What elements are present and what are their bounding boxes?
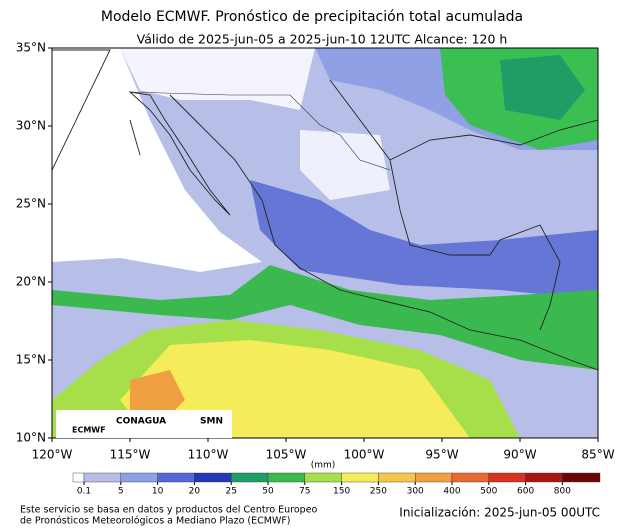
colorbar-label: 600 — [517, 487, 534, 497]
footer-line: de Pronósticos Meteorológicos a Mediano … — [20, 516, 291, 527]
logo-ecmwf: ECMWF — [72, 426, 106, 435]
baja-coast — [128, 91, 231, 216]
colorbar-label: 300 — [407, 487, 424, 497]
init-time: Inicialización: 2025-jun-05 00UTC — [399, 506, 600, 520]
dry-plateau — [300, 130, 390, 200]
map — [52, 48, 598, 438]
wet-central — [250, 180, 598, 300]
colorbar-swatch — [341, 472, 379, 483]
lon-tick-label: 90°W — [503, 448, 536, 462]
logo-box — [56, 410, 232, 438]
colorbar-swatch — [157, 472, 195, 483]
colorbar-label: 20 — [189, 487, 201, 497]
pacific-coast — [169, 94, 598, 371]
lat-tick-label: 10°N — [16, 431, 46, 445]
lat-tick-label: 25°N — [16, 197, 46, 211]
colorbar: 0.1 5 10 20 25 50 75 150 250 300 400 500 600 800 — [72, 472, 601, 497]
colorbar-label: 150 — [333, 487, 350, 497]
map-title: Modelo ECMWF. Pronóstico de precipitació… — [101, 9, 523, 25]
colorbar-swatch — [378, 472, 416, 483]
colorbar-label: 50 — [262, 487, 274, 497]
map-subtitle: Válido de 2025-jun-05 a 2025-jun-10 12UT… — [137, 32, 508, 47]
colorbar-swatch — [83, 472, 121, 483]
colorbar-label: 500 — [480, 487, 497, 497]
colorbar-swatch — [415, 472, 453, 483]
colorbar-label: 25 — [225, 487, 236, 497]
lat-tick-label: 30°N — [16, 119, 46, 133]
footer-line: Este servicio se basa en datos y product… — [20, 505, 318, 516]
colorbar-swatch — [194, 472, 232, 483]
colorbar-swatch — [72, 472, 85, 483]
wet-south — [52, 265, 598, 370]
lon-tick-label: 95°W — [425, 448, 458, 462]
us-border — [129, 91, 391, 171]
colorbar-swatch — [230, 472, 269, 483]
colorbar-label: 75 — [299, 487, 310, 497]
colorbar-swatch — [451, 472, 489, 483]
lon-tick-label: 110°W — [188, 448, 229, 462]
colorbar-label: 10 — [152, 487, 164, 497]
lat-tick-label: 15°N — [16, 353, 46, 367]
dry-land — [120, 48, 315, 110]
colorbar-label: 250 — [370, 487, 387, 497]
lon-tick-label: 120°W — [32, 448, 73, 462]
wet-core — [500, 55, 585, 120]
map-frame — [51, 47, 599, 439]
gulf-coast — [329, 79, 561, 331]
logo-smn: SMN — [200, 417, 223, 427]
lat-tick-label: 35°N — [16, 41, 46, 55]
lon-tick-label: 100°W — [344, 448, 385, 462]
colorbar-swatch — [120, 472, 158, 483]
colorbar-swatch — [267, 472, 305, 483]
colorbar-unit: (mm) — [311, 461, 336, 471]
lon-tick-label: 105°W — [266, 448, 307, 462]
colorbar-swatch — [488, 472, 526, 483]
logos: ECMWF CONAGUA SMN — [56, 410, 232, 438]
colorbar-label: 0.1 — [77, 487, 91, 497]
dry-ocean — [52, 48, 262, 272]
us-gulf-coast — [389, 119, 598, 161]
colorbar-swatch — [304, 472, 342, 483]
colorbar-label: 400 — [443, 487, 460, 497]
logo-conagua: CONAGUA — [116, 417, 166, 427]
colorbar-swatch — [562, 472, 601, 483]
lat-tick-label: 20°N — [16, 275, 46, 289]
lon-tick-label: 85°W — [581, 448, 614, 462]
colorbar-label: 5 — [118, 487, 124, 497]
colorbar-swatch — [525, 472, 563, 483]
colorbar-label: 800 — [554, 487, 571, 497]
lon-tick-label: 115°W — [110, 448, 151, 462]
